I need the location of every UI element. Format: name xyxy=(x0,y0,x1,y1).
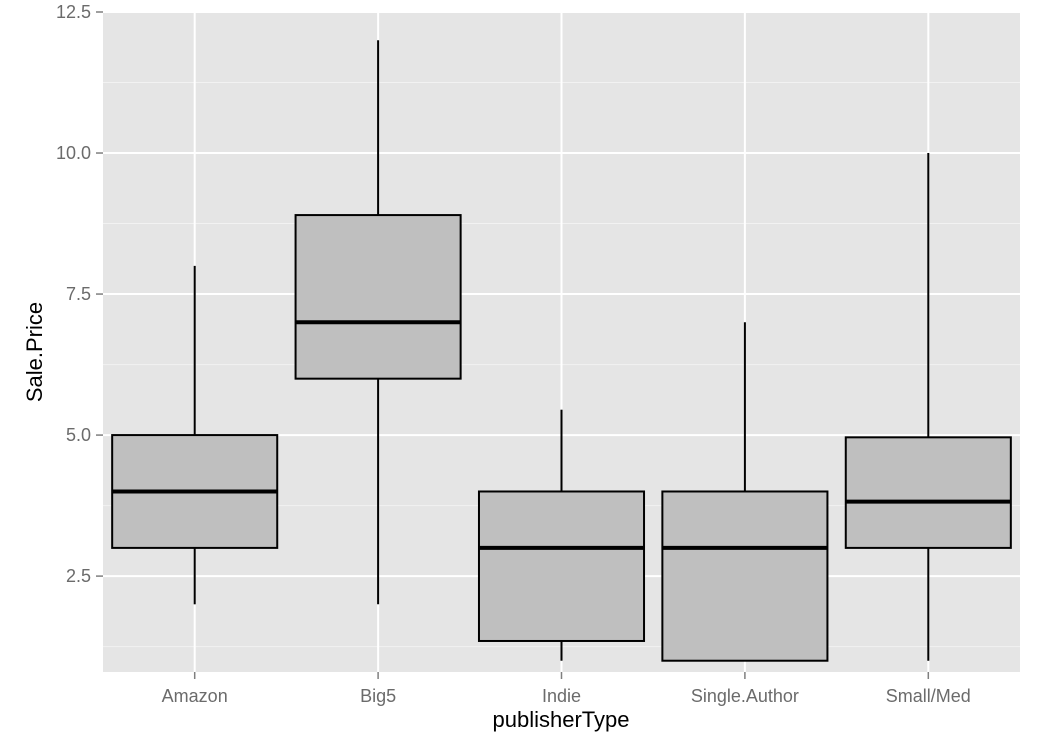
x-tick-label: Small/Med xyxy=(886,686,971,706)
box-iqr xyxy=(844,436,1012,549)
y-tick-label: 5.0 xyxy=(66,425,91,445)
y-tick-label: 2.5 xyxy=(66,566,91,586)
y-tick-label: 10.0 xyxy=(56,143,91,163)
box-iqr xyxy=(661,490,829,662)
box-big5 xyxy=(294,40,462,605)
x-axis-ticks: Amazon Big5 Indie Single.Author Small/Med xyxy=(162,672,971,706)
y-axis-title: Sale.Price xyxy=(22,302,47,402)
x-tick-label: Single.Author xyxy=(691,686,799,706)
box-indie xyxy=(477,409,646,661)
box-single-author xyxy=(661,322,829,662)
box-amazon xyxy=(111,265,279,605)
x-tick-label: Amazon xyxy=(162,686,228,706)
box-iqr xyxy=(477,490,646,642)
box-series xyxy=(111,40,1012,662)
y-tick-label: 7.5 xyxy=(66,284,91,304)
y-tick-label: 12.5 xyxy=(56,2,91,22)
x-tick-label: Indie xyxy=(542,686,581,706)
x-tick-label: Big5 xyxy=(360,686,396,706)
box-iqr xyxy=(294,214,462,380)
y-axis-ticks: 2.5 5.0 7.5 10.0 12.5 xyxy=(56,2,103,586)
box-small-med xyxy=(844,153,1012,661)
x-axis-title: publisherType xyxy=(493,707,630,732)
